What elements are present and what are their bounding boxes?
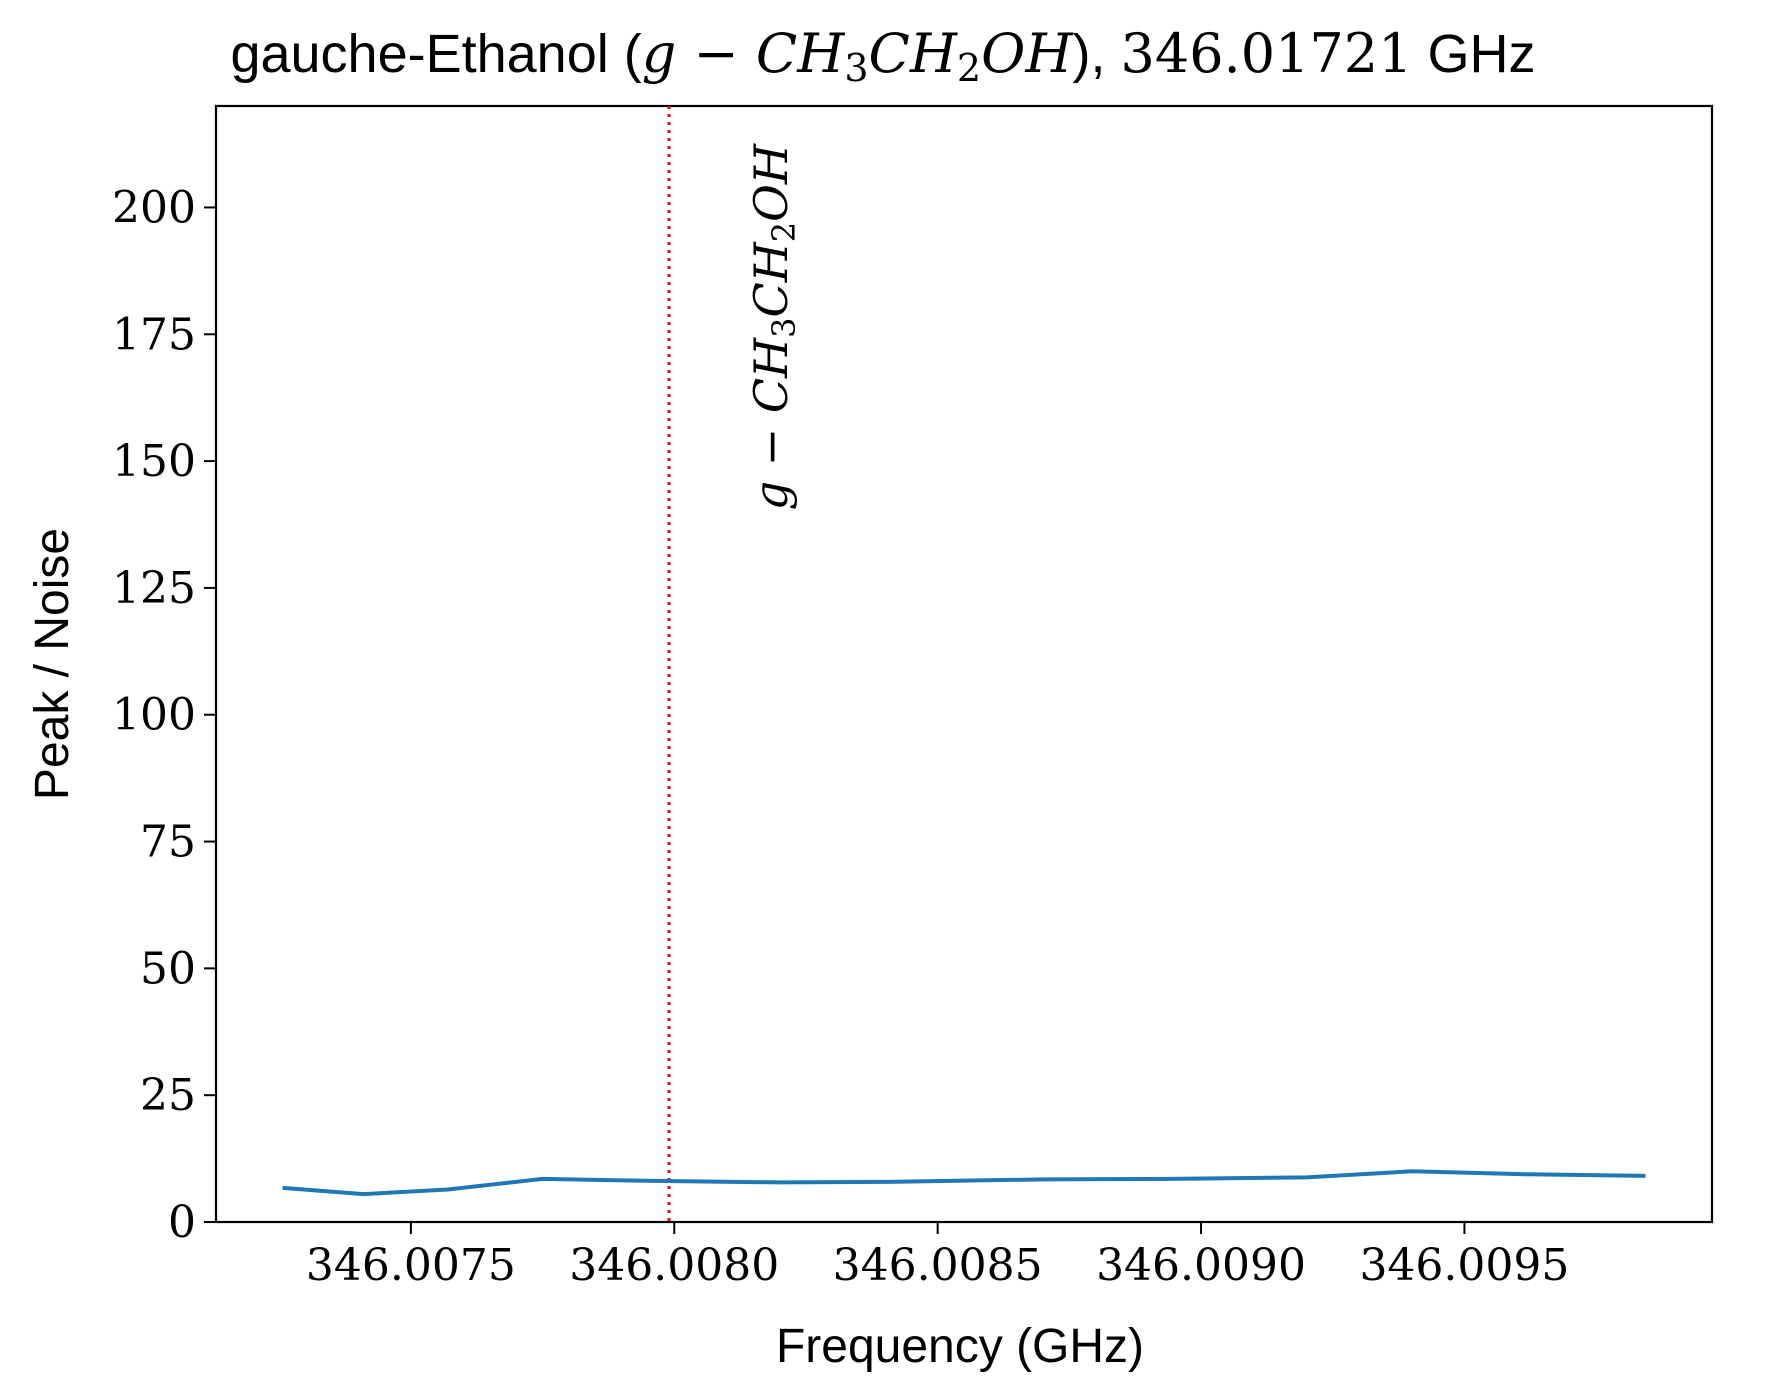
- title-formula-c: OH: [981, 22, 1073, 85]
- title-suffix: ),: [1072, 24, 1120, 84]
- y-tick-label: 125: [112, 563, 196, 614]
- y-tick-label: 75: [140, 817, 196, 868]
- x-axis-ticks: 346.0075 346.0080 346.0085 346.0090 346.0095: [306, 1222, 1569, 1291]
- title-formula-sub2: 2: [957, 46, 981, 90]
- plot-area-frame: [214, 104, 1714, 1224]
- vline-label-a: CH: [744, 337, 798, 413]
- y-tick-label: 150: [112, 436, 196, 487]
- x-tick-label: 346.0075: [306, 1240, 516, 1291]
- title-formula-sub1: 3: [844, 46, 868, 90]
- vline-label-c: OH: [744, 143, 798, 222]
- title-formula-b: CH: [869, 22, 958, 85]
- y-tick-label: 200: [112, 182, 196, 233]
- y-tick-label: 175: [112, 309, 196, 360]
- title-frequency: 346.01721: [1120, 22, 1412, 85]
- title-unit: GHz: [1413, 24, 1536, 84]
- x-tick-label: 346.0085: [833, 1240, 1043, 1291]
- y-axis-ticks: 0 25 50 75 100 125 150 175 200: [112, 182, 216, 1248]
- chart-title: gauche-Ethanol (g − CH3CH2OH), 346.01721…: [230, 22, 1535, 90]
- vline-label-b: CH: [744, 241, 798, 317]
- x-axis-label: Frequency (GHz): [776, 1320, 1144, 1373]
- vline-label-sub2: 2: [765, 222, 803, 242]
- title-formula-a: CH: [756, 22, 845, 85]
- y-tick-label: 25: [140, 1070, 196, 1121]
- y-tick-label: 0: [168, 1197, 196, 1248]
- vline-label-sub1: 3: [765, 318, 803, 338]
- y-axis-label: Peak / Noise: [26, 528, 79, 800]
- title-formula-g: g: [642, 22, 677, 85]
- reference-line-label: g − CH3CH2OH: [744, 143, 803, 510]
- x-tick-label: 346.0090: [1096, 1240, 1306, 1291]
- title-prefix: gauche-Ethanol (: [230, 24, 641, 84]
- series-group: [282, 1169, 1646, 1197]
- series-line: [282, 1169, 1646, 1197]
- x-tick-label: 346.0095: [1359, 1240, 1569, 1291]
- vline-label-g: g: [744, 481, 798, 510]
- y-tick-label: 50: [140, 943, 196, 994]
- x-tick-label: 346.0080: [569, 1240, 779, 1291]
- vline-label-minus: −: [744, 413, 798, 481]
- title-formula-minus: −: [676, 22, 756, 85]
- y-tick-label: 100: [112, 690, 196, 741]
